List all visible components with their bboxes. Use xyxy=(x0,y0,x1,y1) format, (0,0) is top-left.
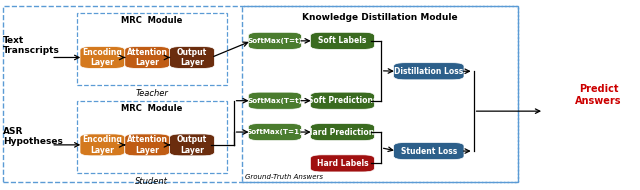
FancyBboxPatch shape xyxy=(80,134,125,156)
Text: Soft Labels: Soft Labels xyxy=(318,36,367,45)
FancyBboxPatch shape xyxy=(248,92,301,109)
Text: ASR
Hypotheses: ASR Hypotheses xyxy=(3,127,63,146)
Text: MRC  Module: MRC Module xyxy=(122,104,182,112)
FancyBboxPatch shape xyxy=(248,32,301,49)
Text: Output
Layer: Output Layer xyxy=(177,135,207,155)
Text: Student Loss: Student Loss xyxy=(401,146,457,156)
Text: Text
Transcripts: Text Transcripts xyxy=(3,36,60,55)
Text: Attention
Layer: Attention Layer xyxy=(127,48,168,67)
Text: SoftMax(T=t): SoftMax(T=t) xyxy=(248,98,302,104)
FancyBboxPatch shape xyxy=(170,134,214,156)
Text: Predict
Answers: Predict Answers xyxy=(575,84,621,106)
Text: Distillation Loss: Distillation Loss xyxy=(394,67,463,76)
Text: Soft Predictions: Soft Predictions xyxy=(308,96,377,105)
Text: Teacher: Teacher xyxy=(135,89,168,98)
Text: Hard Predictions: Hard Predictions xyxy=(306,127,379,137)
FancyBboxPatch shape xyxy=(310,92,374,109)
FancyBboxPatch shape xyxy=(170,47,214,68)
Text: Knowledge Distillation Module: Knowledge Distillation Module xyxy=(302,13,458,22)
Text: SoftMax(T=1): SoftMax(T=1) xyxy=(246,129,303,135)
Text: Hard Labels: Hard Labels xyxy=(317,159,368,168)
Text: Output
Layer: Output Layer xyxy=(177,48,207,67)
Text: Attention
Layer: Attention Layer xyxy=(127,135,168,155)
FancyBboxPatch shape xyxy=(80,47,125,68)
Text: Ground-Truth Answers: Ground-Truth Answers xyxy=(245,174,323,180)
Text: Encoding
Layer: Encoding Layer xyxy=(83,135,122,155)
Text: Encoding
Layer: Encoding Layer xyxy=(83,48,122,67)
FancyBboxPatch shape xyxy=(248,124,301,141)
Text: MRC  Module: MRC Module xyxy=(122,16,182,25)
FancyBboxPatch shape xyxy=(394,63,464,80)
FancyBboxPatch shape xyxy=(394,142,464,160)
FancyBboxPatch shape xyxy=(310,155,374,172)
Text: Student: Student xyxy=(135,177,168,186)
FancyBboxPatch shape xyxy=(310,32,374,49)
FancyBboxPatch shape xyxy=(125,47,170,68)
FancyBboxPatch shape xyxy=(125,134,170,156)
Text: SoftMax(T=t): SoftMax(T=t) xyxy=(248,38,302,44)
FancyBboxPatch shape xyxy=(310,124,374,141)
